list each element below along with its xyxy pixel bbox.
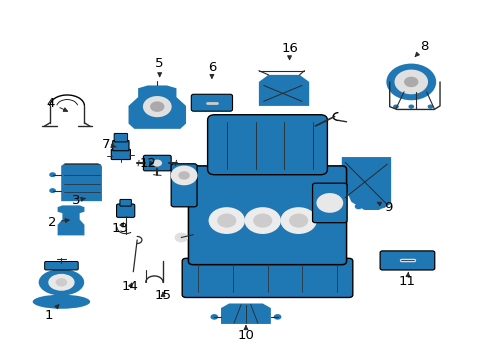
- Circle shape: [170, 166, 197, 185]
- FancyBboxPatch shape: [191, 94, 232, 111]
- Circle shape: [316, 193, 343, 213]
- Circle shape: [288, 213, 307, 228]
- Circle shape: [216, 100, 226, 107]
- FancyBboxPatch shape: [120, 199, 131, 206]
- Text: 16: 16: [281, 42, 297, 60]
- FancyBboxPatch shape: [116, 204, 135, 217]
- FancyBboxPatch shape: [114, 134, 127, 142]
- Circle shape: [413, 256, 427, 265]
- Text: 1: 1: [44, 305, 59, 322]
- FancyBboxPatch shape: [44, 261, 78, 270]
- Circle shape: [392, 104, 398, 109]
- Text: 10: 10: [237, 326, 254, 342]
- Circle shape: [210, 314, 218, 320]
- Circle shape: [178, 171, 189, 180]
- Circle shape: [403, 77, 418, 87]
- Text: 5: 5: [155, 57, 163, 77]
- Polygon shape: [61, 163, 102, 201]
- FancyBboxPatch shape: [188, 166, 346, 265]
- Circle shape: [244, 207, 280, 234]
- Polygon shape: [58, 206, 84, 235]
- Circle shape: [394, 69, 427, 94]
- Circle shape: [280, 207, 316, 234]
- Circle shape: [407, 104, 413, 109]
- Circle shape: [380, 159, 388, 165]
- Polygon shape: [128, 85, 185, 129]
- FancyBboxPatch shape: [143, 155, 171, 171]
- Text: 8: 8: [414, 40, 427, 57]
- FancyBboxPatch shape: [312, 183, 346, 223]
- Circle shape: [197, 100, 207, 107]
- Circle shape: [261, 99, 267, 104]
- Circle shape: [293, 78, 300, 83]
- Circle shape: [354, 204, 362, 209]
- FancyBboxPatch shape: [112, 140, 129, 151]
- Polygon shape: [258, 75, 308, 106]
- Circle shape: [56, 278, 67, 287]
- Circle shape: [142, 96, 171, 117]
- FancyBboxPatch shape: [111, 149, 130, 159]
- FancyBboxPatch shape: [171, 164, 197, 207]
- Circle shape: [386, 256, 400, 265]
- Text: 7: 7: [102, 138, 116, 151]
- Circle shape: [425, 258, 431, 263]
- FancyBboxPatch shape: [182, 258, 352, 297]
- Circle shape: [133, 122, 140, 127]
- Text: 2: 2: [47, 216, 69, 229]
- Circle shape: [273, 314, 281, 320]
- Polygon shape: [221, 303, 270, 324]
- Ellipse shape: [65, 217, 76, 225]
- Ellipse shape: [33, 294, 90, 309]
- Text: 3: 3: [71, 194, 85, 207]
- Circle shape: [152, 159, 162, 167]
- Circle shape: [174, 233, 187, 242]
- Circle shape: [344, 159, 351, 165]
- Text: 12: 12: [139, 157, 156, 170]
- Circle shape: [78, 299, 86, 305]
- Circle shape: [37, 299, 44, 305]
- Circle shape: [150, 101, 164, 112]
- Polygon shape: [341, 157, 390, 210]
- Circle shape: [427, 104, 432, 109]
- Circle shape: [378, 203, 386, 208]
- Text: 13: 13: [111, 222, 128, 235]
- Circle shape: [272, 78, 279, 83]
- FancyBboxPatch shape: [379, 251, 434, 270]
- Circle shape: [217, 213, 236, 228]
- Text: 15: 15: [154, 289, 171, 302]
- Circle shape: [174, 122, 182, 127]
- Circle shape: [382, 258, 388, 263]
- Circle shape: [297, 99, 304, 104]
- Text: 11: 11: [398, 272, 415, 288]
- Circle shape: [49, 172, 56, 177]
- Circle shape: [253, 213, 272, 228]
- Ellipse shape: [48, 274, 75, 291]
- Ellipse shape: [39, 269, 84, 296]
- Text: 9: 9: [377, 201, 392, 214]
- Ellipse shape: [41, 297, 81, 306]
- Text: 14: 14: [122, 280, 139, 293]
- Circle shape: [208, 207, 244, 234]
- Circle shape: [386, 64, 435, 100]
- Text: 4: 4: [46, 96, 67, 111]
- FancyBboxPatch shape: [207, 115, 327, 175]
- Circle shape: [49, 188, 56, 193]
- Text: 6: 6: [207, 61, 216, 78]
